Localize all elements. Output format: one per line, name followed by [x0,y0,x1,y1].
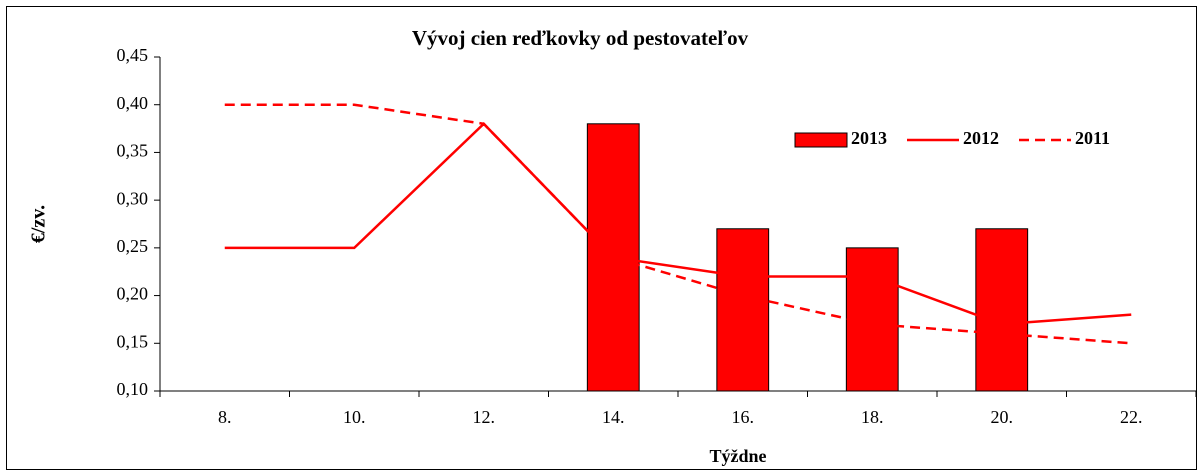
y-tick-label: 0,40 [117,93,149,113]
legend-label: 2013 [851,128,887,148]
y-tick-label: 0,25 [117,236,149,256]
y-tick-label: 0,35 [117,141,149,161]
x-tick-label: 10. [343,407,366,427]
bar [975,228,1029,392]
line [224,103,1132,345]
x-tick-label: 12. [473,407,496,427]
x-tick-label: 22. [1120,407,1143,427]
y-tick-label: 0,20 [117,284,149,304]
bar [716,228,770,392]
legend-label: 2012 [963,128,999,148]
x-axis-label: Týždne [709,446,766,466]
y-tick-label: 0,30 [117,188,149,208]
y-axis-label: €/zv. [28,205,50,243]
line [224,122,1132,326]
y-tick-label: 0,10 [117,379,149,399]
x-tick-label: 18. [861,407,884,427]
x-tick-label: 16. [732,407,755,427]
x-tick-label: 8. [218,407,232,427]
x-tick-label: 20. [991,407,1014,427]
chart-title: Vývoj cien reďkovky od pestovateľov [412,26,749,50]
x-tick-label: 14. [602,407,625,427]
legend-swatch [794,132,848,148]
y-tick-label: 0,15 [117,331,149,351]
legend-label: 2011 [1075,128,1110,148]
y-tick-label: 0,45 [117,45,149,65]
